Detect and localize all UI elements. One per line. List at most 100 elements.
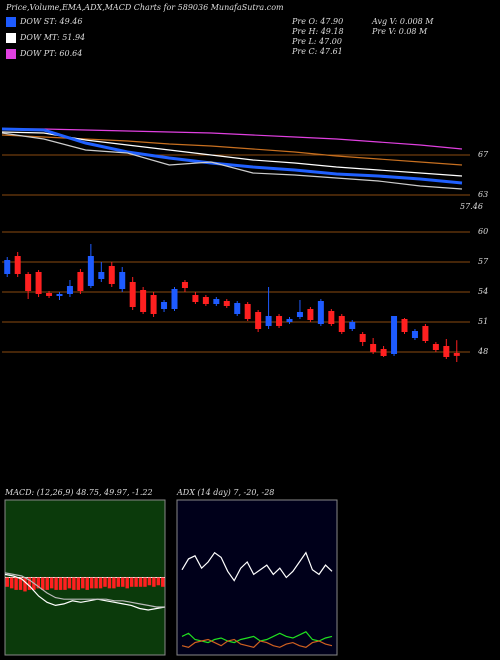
candle-body (171, 289, 178, 309)
histogram-bar (112, 577, 116, 589)
histogram-bar (76, 577, 81, 590)
candle-body (46, 293, 53, 296)
candle-body (223, 301, 230, 306)
series-line (4, 573, 166, 611)
histogram-bar (156, 577, 161, 586)
candle-body (77, 272, 84, 291)
panel-title: ADX (14 day) 7, -20, -28 (176, 488, 274, 497)
histogram-bar (18, 577, 23, 590)
histogram-bar (67, 577, 72, 589)
candle-body (359, 334, 366, 342)
candle-body (286, 319, 293, 322)
candle-body (14, 256, 21, 274)
histogram-bar (85, 577, 89, 590)
candle-body (255, 312, 262, 329)
page-title: Price,Volume,EMA,ADX,MACD Charts for 589… (5, 3, 284, 12)
histogram-bar (54, 577, 58, 590)
y-tick-label: 67 (478, 150, 489, 159)
y-tick-label: 60 (478, 227, 488, 236)
series-line (1, 131, 463, 177)
histogram-bar (81, 577, 85, 589)
series-line (1, 132, 463, 190)
histogram-bar (129, 577, 134, 587)
candle-body (4, 260, 11, 274)
histogram-bar (89, 577, 94, 589)
candle-body (276, 316, 283, 326)
y-tick-label: 48 (477, 347, 488, 356)
legend-swatch (6, 33, 16, 43)
candle-body (192, 295, 199, 302)
series-line (2, 128, 463, 150)
legend-swatch (6, 17, 16, 27)
candle-body (370, 344, 377, 352)
series-line (181, 551, 333, 582)
candle-body (150, 295, 157, 314)
histogram-bar (41, 577, 45, 590)
candle-body (56, 294, 63, 296)
y-tick-label: 54 (478, 287, 488, 296)
histogram-bar (45, 577, 49, 590)
panel-bg (176, 499, 338, 656)
candle-body (391, 316, 398, 354)
candle-body (87, 256, 94, 286)
histogram-bar (58, 577, 63, 590)
candle-body (234, 303, 241, 314)
legend-label: DOW MT: 51.94 (19, 33, 85, 42)
legend-label: DOW ST: 49.46 (19, 17, 82, 26)
legend-label: DOW PT: 60.64 (19, 49, 82, 58)
candle-body (265, 316, 272, 326)
series-line (4, 572, 165, 608)
candle-body (66, 286, 73, 294)
candle-body (35, 272, 42, 294)
stat: Pre O: 47.90 (291, 17, 343, 26)
histogram-bar (94, 577, 98, 589)
candle-body (161, 302, 168, 309)
histogram-bar (63, 577, 67, 590)
histogram-bar (98, 577, 103, 589)
histogram-bar (23, 577, 27, 592)
candle-body (380, 349, 387, 356)
annotation: 57.46 (460, 202, 483, 211)
stat: Pre L: 47.00 (291, 37, 342, 46)
candle-body (432, 344, 439, 350)
candle-body (296, 312, 303, 317)
histogram-bar (103, 577, 107, 587)
candle-body (25, 274, 32, 291)
y-tick-label: 57 (478, 257, 489, 266)
candle-body (140, 290, 147, 312)
histogram-bar (161, 577, 165, 587)
candle-body (307, 309, 314, 320)
stat: Pre H: 49.18 (291, 27, 344, 36)
histogram-bar (107, 577, 112, 589)
candle-body (317, 301, 324, 324)
candle-body (108, 266, 115, 284)
candle-body (328, 311, 335, 324)
legend-swatch (6, 49, 16, 59)
candle-body (98, 272, 105, 279)
panel-title: MACD: (12,26,9) 48.75, 49.97, -1.22 (4, 488, 153, 497)
series-line (181, 631, 333, 644)
candle-body (213, 299, 220, 304)
histogram-bar (134, 577, 138, 587)
candle-body (349, 322, 356, 329)
candle-body (119, 272, 126, 289)
histogram-bar (152, 577, 156, 587)
candle-body (411, 331, 418, 338)
series-line (1, 127, 463, 185)
histogram-bar (138, 577, 143, 587)
y-tick-label: 63 (478, 190, 488, 199)
stat: Avg V: 0.008 M (371, 17, 434, 26)
histogram-bar (14, 577, 18, 590)
histogram-bar (49, 577, 54, 589)
histogram-bar (72, 577, 76, 590)
histogram-bar (36, 577, 41, 589)
histogram-bar (27, 577, 32, 590)
stat: Pre V: 0.08 M (371, 27, 428, 36)
histogram-bar (125, 577, 129, 589)
histogram-bar (121, 577, 125, 587)
candle-body (453, 353, 460, 356)
candle-body (401, 319, 408, 332)
histogram-bar (147, 577, 152, 586)
